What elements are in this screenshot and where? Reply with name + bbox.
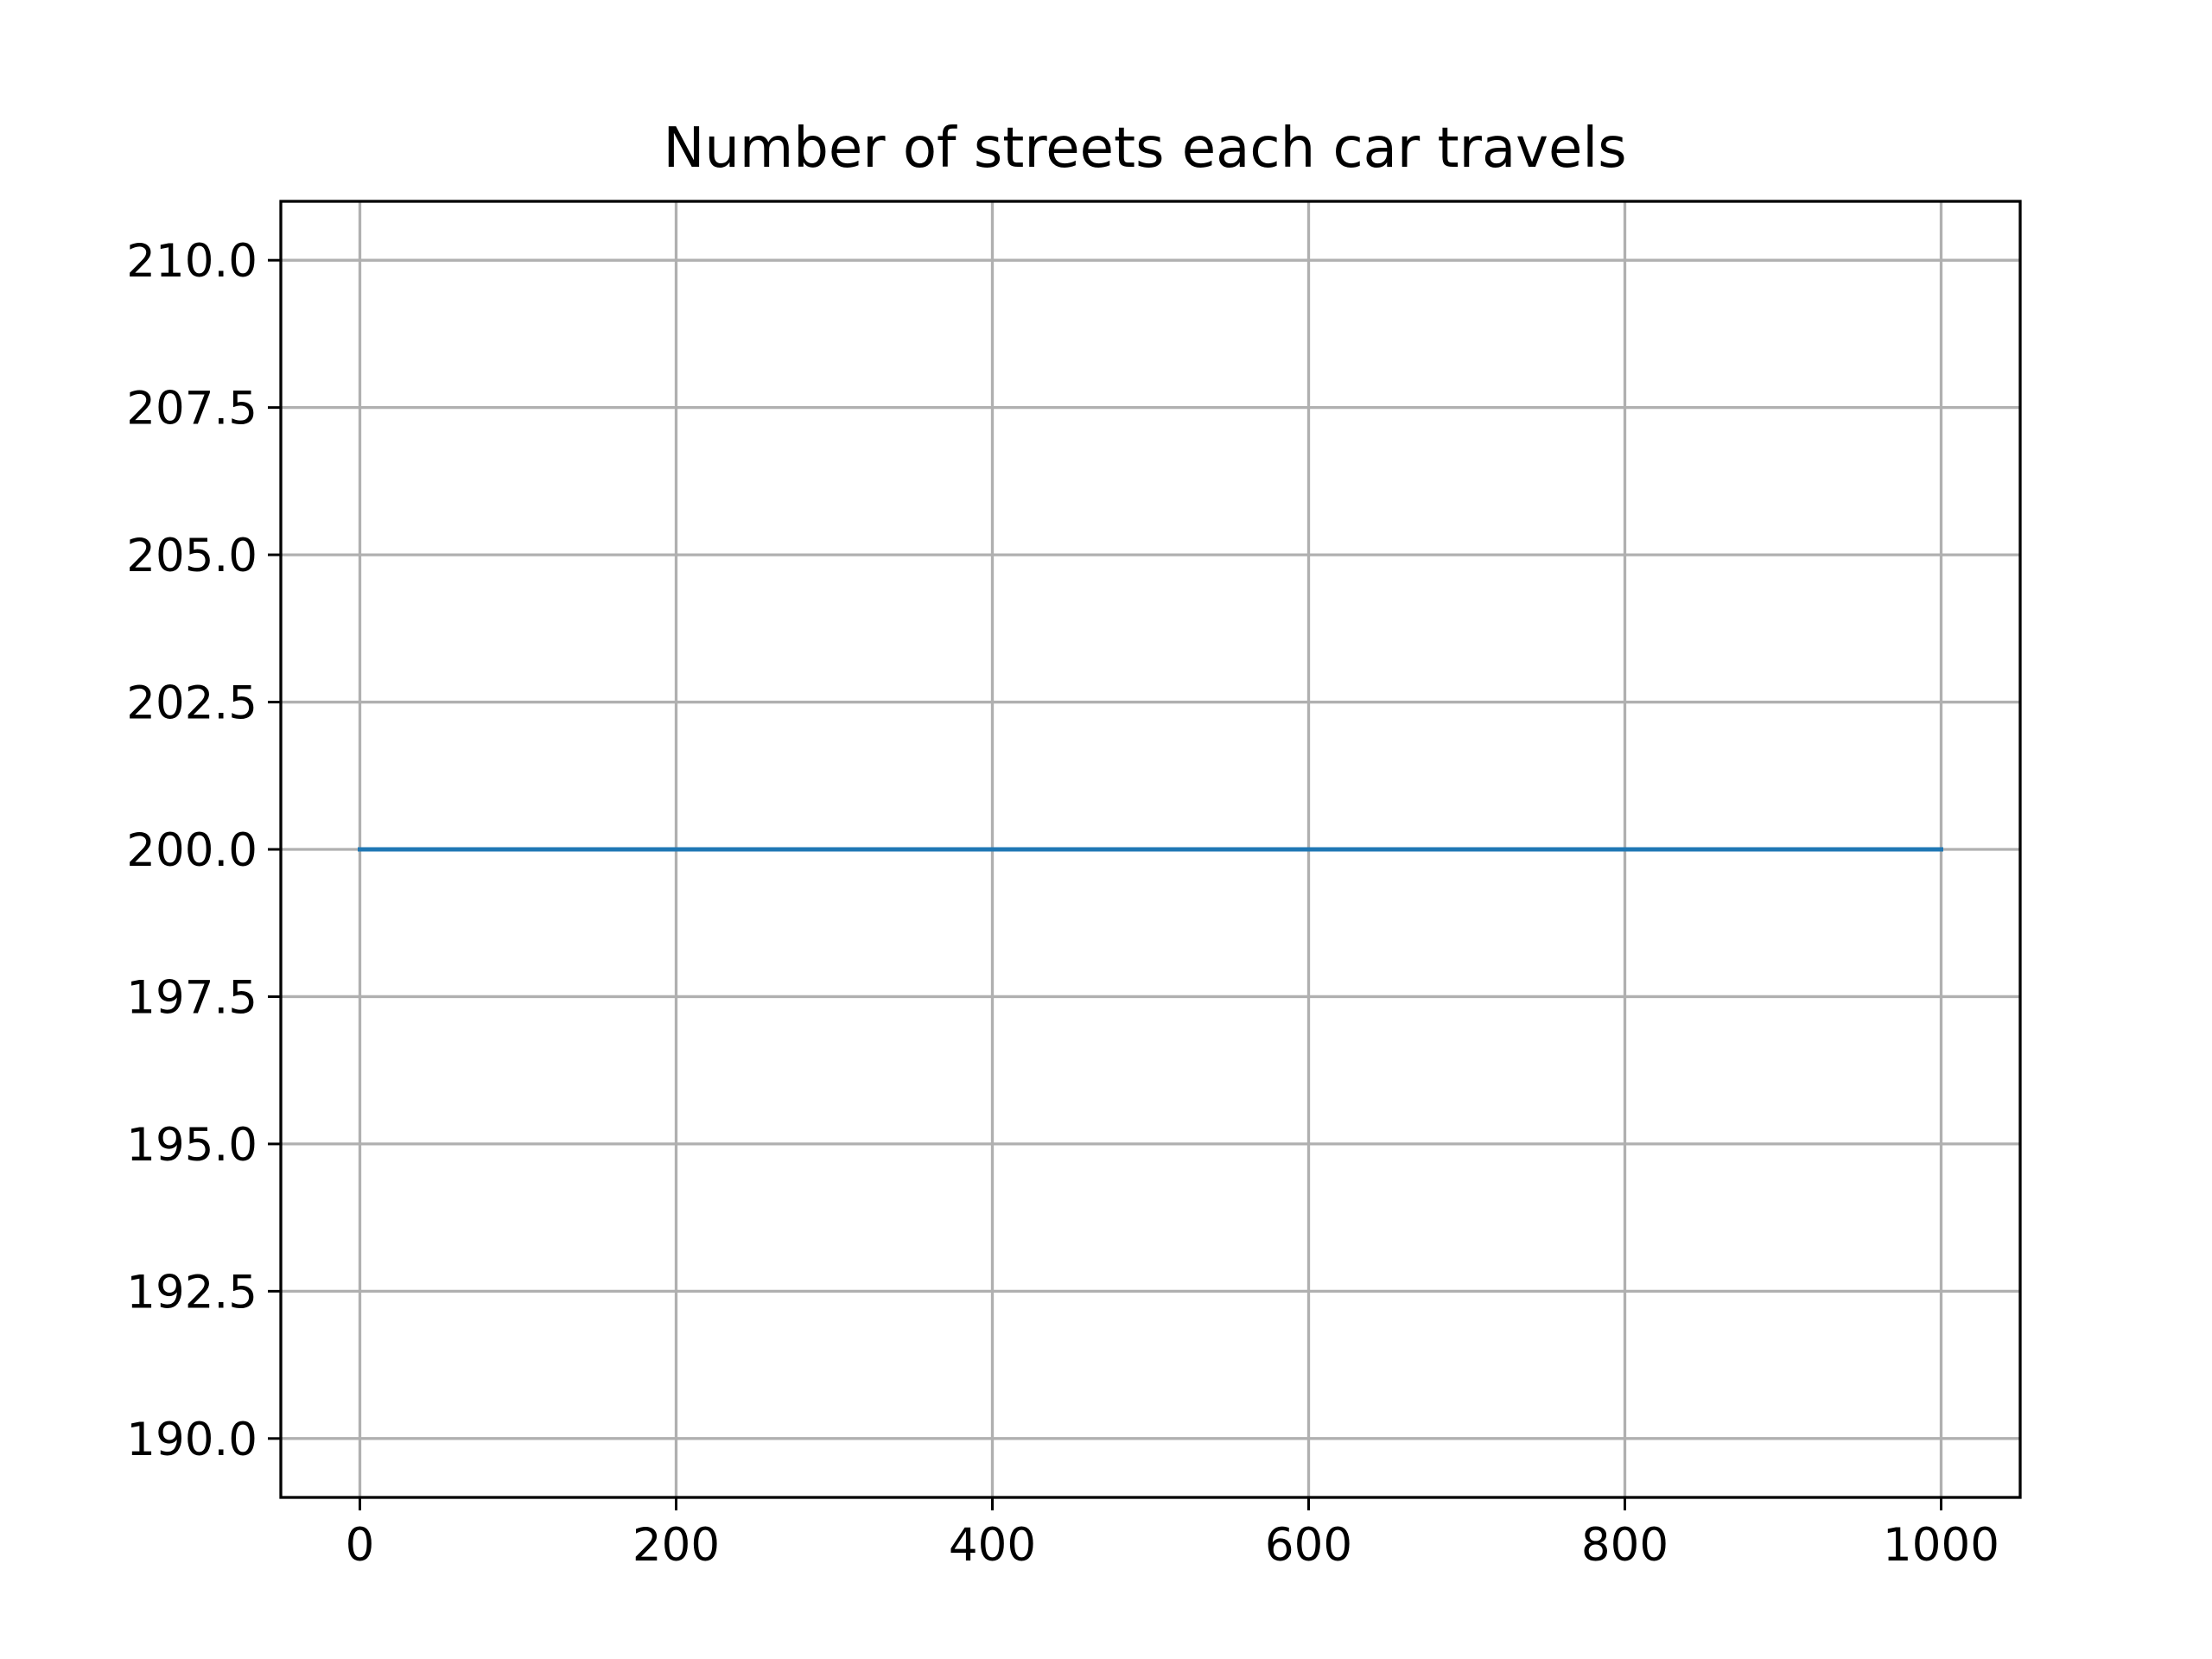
- x-tick-label: 400: [949, 1519, 1036, 1572]
- y-tick-label: 207.5: [126, 383, 257, 435]
- x-tick-label: 0: [346, 1519, 375, 1572]
- y-tick-label: 192.5: [126, 1266, 257, 1319]
- y-tick-label: 190.0: [126, 1414, 257, 1466]
- x-tick-label: 1000: [1883, 1519, 1999, 1572]
- x-tick-label: 800: [1581, 1519, 1669, 1572]
- chart-title: Number of streets each car travels: [663, 117, 1626, 181]
- y-tick-label: 205.0: [126, 530, 257, 582]
- x-tick-label: 600: [1265, 1519, 1352, 1572]
- x-axis: 0 200 400 600 800 1000: [346, 1497, 1999, 1572]
- x-tick-label: 200: [632, 1519, 720, 1572]
- y-tick-label: 200.0: [126, 824, 257, 877]
- y-axis: 190.0 192.5 195.0 197.5 200.0 202.5 205.0 207.5…: [126, 235, 281, 1466]
- y-tick-label: 197.5: [126, 971, 257, 1024]
- y-tick-label: 195.0: [126, 1119, 257, 1172]
- y-tick-label: 210.0: [126, 235, 257, 288]
- y-tick-label: 202.5: [126, 677, 257, 730]
